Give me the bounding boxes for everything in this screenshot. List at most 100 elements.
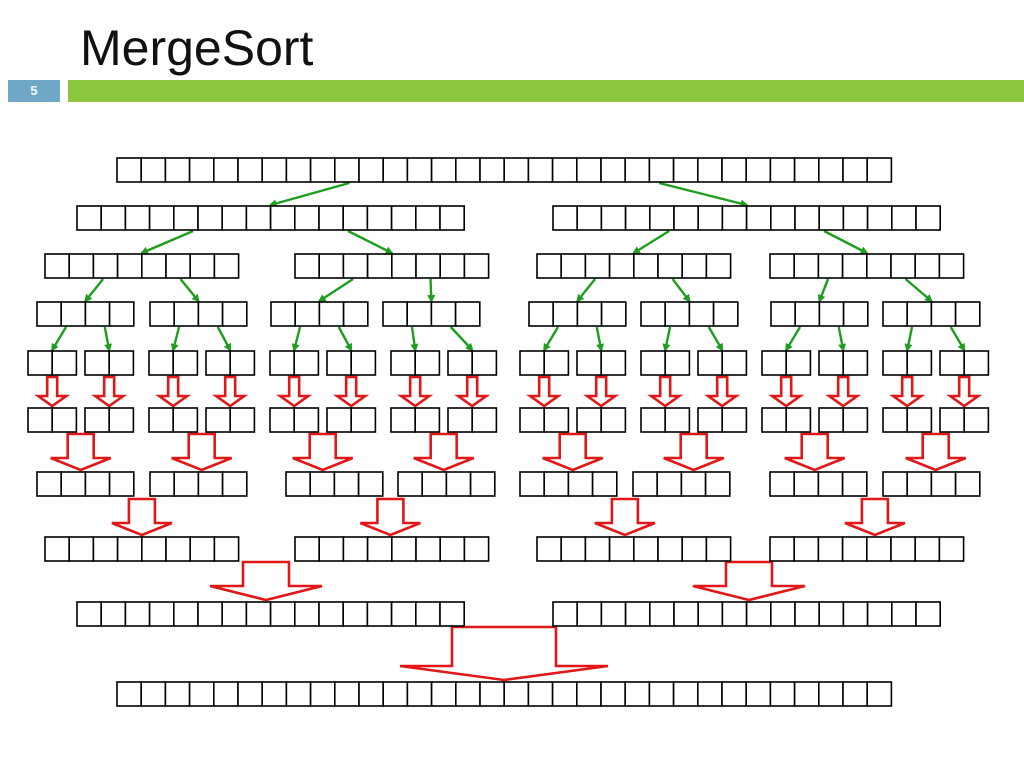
array-cell xyxy=(939,407,966,433)
array-cell xyxy=(657,536,684,562)
array-cell xyxy=(673,601,700,627)
array-cell xyxy=(350,407,377,433)
array-merge-level-0 xyxy=(882,407,933,433)
array-cell xyxy=(44,536,71,562)
array-cell xyxy=(519,350,546,376)
array-cell xyxy=(552,205,579,231)
array-merge-level-1 xyxy=(285,471,384,497)
merge-arrow-icon xyxy=(333,375,370,408)
array-cell xyxy=(390,601,417,627)
array-cell xyxy=(342,253,369,279)
array-level-3 xyxy=(36,301,135,327)
array-cell xyxy=(576,350,603,376)
array-cell xyxy=(906,301,933,327)
array-cell xyxy=(560,253,587,279)
array-merge-level-0 xyxy=(761,407,812,433)
array-cell xyxy=(817,157,844,183)
array-cell xyxy=(914,253,941,279)
array-cell xyxy=(342,205,369,231)
array-cell xyxy=(148,350,175,376)
merge-arrow-icon xyxy=(399,625,609,682)
array-cell xyxy=(648,681,675,707)
array-cell xyxy=(793,681,820,707)
array-cell xyxy=(769,681,796,707)
array-level-2 xyxy=(769,253,965,279)
array-level-2 xyxy=(294,253,490,279)
array-cell xyxy=(536,253,563,279)
array-cell xyxy=(866,601,893,627)
array-level-3 xyxy=(528,301,627,327)
array-cell xyxy=(333,471,360,497)
array-cell xyxy=(640,407,667,433)
array-cell xyxy=(640,350,667,376)
array-cell xyxy=(406,301,433,327)
array-merge-level-1 xyxy=(397,471,496,497)
merge-arrow-icon xyxy=(50,432,112,472)
array-cell xyxy=(471,407,498,433)
array-cell xyxy=(326,350,353,376)
array-cell xyxy=(164,157,191,183)
array-cell xyxy=(672,157,699,183)
merge-arrow-icon xyxy=(663,432,725,472)
array-level-4 xyxy=(818,350,869,376)
array-merge-level-1 xyxy=(519,471,618,497)
array-cell xyxy=(842,301,869,327)
split-arrow-icon xyxy=(268,181,350,208)
split-arrow-icon xyxy=(671,278,691,303)
array-cell xyxy=(560,536,587,562)
array-cell xyxy=(221,205,248,231)
array-cell xyxy=(390,253,417,279)
array-cell xyxy=(664,301,691,327)
merge-arrow-icon xyxy=(292,432,354,472)
array-cell xyxy=(430,681,457,707)
array-cell xyxy=(333,681,360,707)
array-cell xyxy=(447,407,474,433)
array-cell xyxy=(963,407,990,433)
array-cell xyxy=(721,681,748,707)
array-cell xyxy=(430,301,457,327)
array-cell xyxy=(567,471,594,497)
array-cell xyxy=(479,681,506,707)
array-cell xyxy=(108,350,135,376)
arrays xyxy=(27,157,990,707)
array-cell xyxy=(793,253,820,279)
array-cell xyxy=(148,407,175,433)
split-arrow-icon xyxy=(707,326,724,352)
array-cell xyxy=(906,471,933,497)
array-cell xyxy=(221,601,248,627)
array-cell xyxy=(84,407,111,433)
array-cell xyxy=(841,471,868,497)
array-cell xyxy=(527,681,554,707)
array-cell xyxy=(664,350,691,376)
array-cell xyxy=(745,681,772,707)
array-cell xyxy=(939,350,966,376)
array-cell xyxy=(197,301,224,327)
array-cell xyxy=(445,471,472,497)
merge-arrow-icon xyxy=(171,432,233,472)
split-arrow-icon xyxy=(837,326,846,352)
array-cell xyxy=(84,350,111,376)
array-cell xyxy=(237,681,264,707)
array-cell xyxy=(318,301,345,327)
array-cell xyxy=(269,601,296,627)
array-cell xyxy=(205,407,232,433)
array-cell xyxy=(309,157,336,183)
array-cell xyxy=(882,471,909,497)
array-cell xyxy=(842,407,869,433)
array-cell xyxy=(36,471,63,497)
array-cell xyxy=(769,471,796,497)
array-cell xyxy=(165,536,192,562)
array-cell xyxy=(116,157,143,183)
array-cell xyxy=(173,601,199,627)
merge-arrow-icon xyxy=(397,375,434,408)
array-merge-level-0 xyxy=(27,407,78,433)
array-cell xyxy=(397,471,424,497)
array-cell xyxy=(36,301,63,327)
split-arrow-icon xyxy=(216,326,232,352)
array-cell xyxy=(454,157,481,183)
split-arrow-icon xyxy=(427,278,436,303)
array-cell xyxy=(769,157,796,183)
array-cell xyxy=(721,205,748,231)
array-cell xyxy=(543,407,570,433)
split-arrows xyxy=(51,181,966,352)
